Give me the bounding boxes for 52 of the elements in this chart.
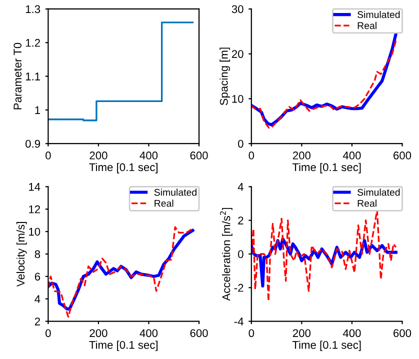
x-axis-title: Time [0.1 sec] [89, 162, 158, 174]
x-tick-label: 0 [248, 152, 254, 160]
legend-label: Real [358, 200, 376, 207]
y-tick-label: 2 [34, 318, 40, 326]
y-tick-label: 0 [238, 250, 244, 258]
y-tick-label: 1.2 [26, 38, 40, 47]
y-tick-label: 0 [238, 140, 244, 148]
y-axis-title: Velocity [m/s] [16, 222, 27, 287]
y-tick-label: 2 [238, 216, 244, 224]
y-tick-label: 8 [34, 250, 40, 258]
y-axis-title: Parameter T0 [14, 42, 22, 110]
x-tick-label: 600 [190, 152, 208, 160]
y-tick-label: 0.9 [26, 140, 40, 148]
x-tick-label: 400 [342, 152, 361, 160]
x-tick-label: 0 [46, 152, 51, 160]
legend-label: Simulated [358, 188, 400, 196]
x-tick-label: 400 [140, 152, 158, 160]
x-tick-label: 200 [90, 329, 108, 338]
y-axis-title: Acceleration [m/s$^{2}$] [220, 208, 232, 301]
x-tick-label: 0 [248, 329, 254, 338]
x-tick-label: 600 [190, 329, 208, 338]
x-tick-label: 600 [394, 152, 412, 160]
y-tick-label: 12 [29, 205, 40, 214]
x-tick-label: 0 [46, 329, 51, 338]
legend-label: Real [358, 22, 376, 30]
x-tick-label: 200 [90, 152, 108, 160]
legend-label: Simulated [358, 10, 400, 18]
y-tick-label: 4 [34, 295, 40, 303]
line-series [251, 209, 397, 302]
y-tick-label: 6 [34, 272, 40, 281]
y-tick-label: 4 [238, 183, 244, 191]
y-tick-label: -2 [234, 284, 244, 292]
x-axis-title: Time [0.1 sec] [89, 340, 158, 352]
x-axis-title: Time [0.1 sec] [292, 162, 361, 174]
x-axis-title: Time [0.1 sec] [292, 340, 361, 352]
x-tick-label: 200 [292, 152, 311, 160]
y-axis-title: Spacing [m] [220, 48, 230, 106]
y-tick-label: -4 [234, 318, 244, 326]
y-tick-label: 1 [35, 106, 40, 114]
legend-label: Real [154, 200, 174, 207]
y-tick-label: 10 [232, 94, 244, 103]
y-tick-label: 1.1 [26, 72, 40, 80]
y-tick-label: 10 [29, 228, 40, 236]
legend-label: Simulated [154, 188, 196, 196]
y-tick-label: 20 [232, 50, 244, 58]
y-tick-label: 1.3 [26, 5, 40, 14]
x-tick-label: 600 [394, 329, 412, 338]
x-tick-label: 200 [292, 329, 311, 338]
y-tick-label: 30 [232, 5, 244, 14]
x-tick-label: 400 [342, 329, 361, 338]
y-tick-label: 14 [29, 183, 40, 191]
x-tick-label: 400 [140, 329, 158, 338]
